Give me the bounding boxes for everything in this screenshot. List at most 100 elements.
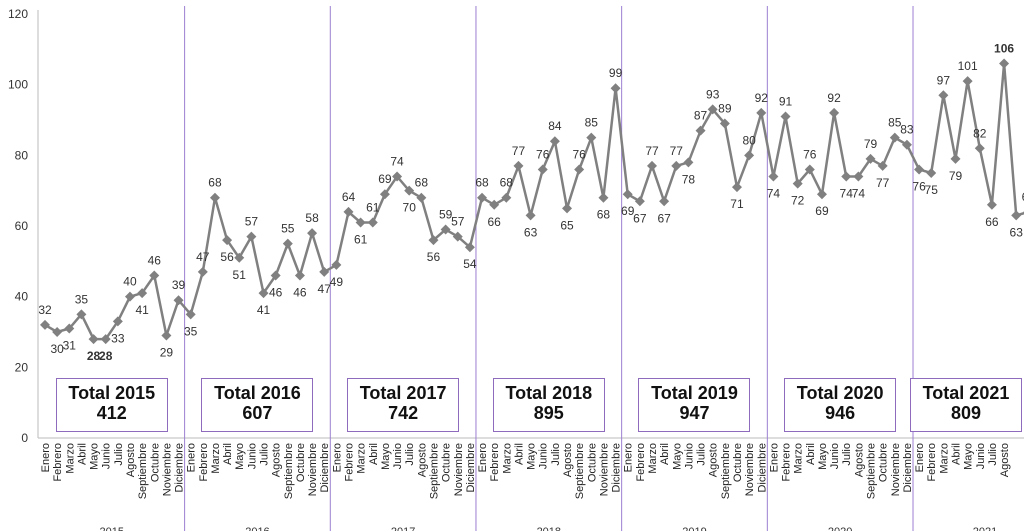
data-label: 93 (706, 87, 720, 101)
data-point (173, 295, 184, 306)
month-label: Noviembre (307, 443, 319, 496)
data-label: 67 (657, 211, 671, 225)
month-label: Abril (513, 443, 525, 465)
data-label: 77 (645, 144, 659, 158)
month-label: Junio (246, 443, 258, 469)
data-point (464, 242, 475, 253)
data-label: 64 (342, 190, 356, 204)
year-label: 2020 (828, 526, 852, 531)
data-point (829, 107, 840, 118)
data-label: 101 (958, 59, 978, 73)
month-label: Octubre (149, 443, 161, 482)
data-point (477, 192, 488, 203)
month-label: Mayo (963, 443, 975, 470)
year-label: 2018 (537, 526, 561, 531)
data-point (926, 168, 937, 178)
data-label: 63 (524, 225, 538, 239)
month-label: Diciembre (756, 443, 768, 493)
data-label: 68 (597, 208, 611, 222)
data-point (537, 164, 548, 175)
data-label: 55 (281, 222, 295, 236)
year-total-title: Total 2015 (68, 383, 156, 403)
year-total-box: Total 2016 607 (201, 378, 314, 432)
month-label: Septiembre (428, 443, 440, 499)
year-total-value: 895 (533, 403, 564, 423)
year-total-box: Total 2019 947 (638, 378, 751, 432)
year-label: 2015 (100, 526, 124, 531)
data-point (137, 288, 148, 299)
year-total-value: 809 (950, 403, 982, 423)
month-label: Julio (259, 443, 271, 466)
data-point (780, 111, 791, 122)
month-label: Octubre (586, 443, 598, 482)
data-point (404, 185, 415, 196)
data-point (974, 143, 985, 154)
month-label: Febrero (344, 443, 356, 482)
month-label: Julio (696, 443, 708, 466)
month-label: Junio (829, 443, 841, 469)
data-point (865, 153, 876, 164)
data-label: 68 (415, 176, 429, 190)
data-point (707, 104, 718, 115)
month-label: Diciembre (902, 443, 914, 493)
data-markers (40, 58, 1024, 345)
data-label: 71 (730, 197, 744, 211)
data-point (209, 192, 220, 203)
month-label: Noviembre (453, 443, 465, 496)
month-label: Junio (538, 443, 550, 469)
y-tick-label: 60 (15, 219, 29, 233)
data-label: 77 (670, 144, 684, 158)
y-tick-label: 40 (15, 290, 29, 304)
data-point (574, 164, 585, 175)
month-label: Enero (914, 443, 926, 472)
month-label: Marzo (356, 443, 368, 474)
month-label: Diciembre (319, 443, 331, 493)
data-label: 92 (827, 91, 841, 105)
month-label: Junio (392, 443, 404, 469)
data-point (816, 189, 827, 200)
data-point (246, 231, 257, 242)
data-label: 84 (548, 119, 562, 133)
data-label: 76 (912, 179, 926, 193)
data-point (683, 157, 694, 168)
data-point (938, 90, 949, 101)
year-total-value: 946 (825, 403, 856, 423)
data-point (901, 139, 912, 150)
data-label: 65 (560, 218, 574, 232)
month-label: Enero (623, 443, 635, 472)
data-point (598, 192, 609, 203)
month-label: Junio (101, 443, 113, 469)
year-total-box: Total 2017 742 (347, 378, 460, 432)
data-point (914, 164, 925, 175)
month-label: Abril (76, 443, 88, 465)
data-label: 80 (742, 133, 756, 147)
data-point (962, 76, 973, 87)
data-label: 57 (245, 215, 259, 229)
data-label: 85 (888, 116, 902, 130)
data-label: 33 (111, 331, 125, 345)
month-label: Noviembre (161, 443, 173, 496)
data-label: 74 (852, 187, 866, 201)
data-point (841, 171, 852, 182)
data-label: 46 (269, 285, 283, 299)
year-total-title: Total 2017 (359, 383, 447, 403)
data-point (270, 270, 281, 281)
y-tick-label: 120 (8, 7, 28, 21)
data-label: 56 (220, 250, 234, 264)
data-label: 74 (390, 155, 404, 169)
year-total-value: 412 (96, 403, 127, 423)
data-point (501, 192, 512, 203)
month-label: Abril (805, 443, 817, 465)
data-point (331, 259, 342, 270)
data-label: 79 (864, 137, 878, 151)
data-label: 66 (488, 215, 502, 229)
month-label: Febrero (635, 443, 647, 482)
data-point (999, 58, 1010, 69)
month-label: Marzo (210, 443, 222, 474)
year-label: 2021 (973, 526, 997, 531)
data-point (100, 334, 111, 345)
month-label: Enero (186, 443, 198, 472)
data-label: 58 (305, 211, 319, 225)
month-label: Octubre (732, 443, 744, 482)
month-label: Julio (841, 443, 853, 466)
